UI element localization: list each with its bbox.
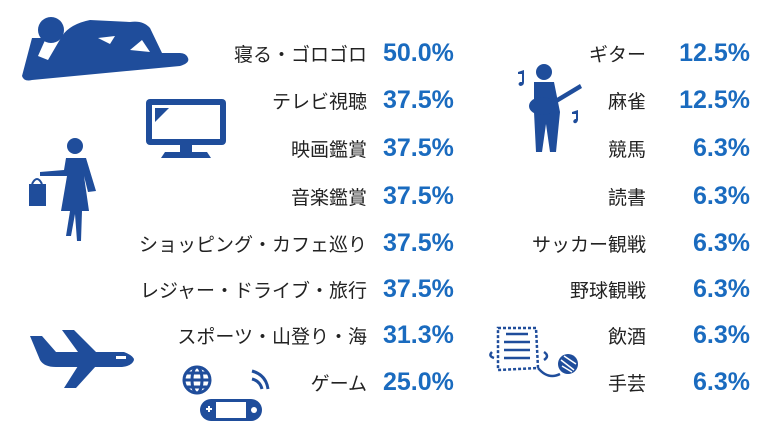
shopping-woman-icon <box>29 138 96 241</box>
item-label: 寝る・ゴロゴロ <box>233 43 367 66</box>
item-label: ギター <box>588 43 646 66</box>
list-item: 手芸 6.3% <box>0 362 768 402</box>
list-item: 映画鑑賞 37.5% <box>0 128 768 168</box>
item-label: 麻雀 <box>607 90 646 113</box>
item-label: ショッピング・カフェ巡り <box>138 233 367 256</box>
television-icon <box>146 99 226 158</box>
list-item: 寝る・ゴロゴロ 50.0% <box>0 33 768 73</box>
item-label: 読書 <box>607 186 646 209</box>
item-value: 50.0% <box>383 38 454 67</box>
item-value: 6.3% <box>693 181 750 210</box>
list-item: 読書 6.3% <box>0 176 768 216</box>
item-value: 37.5% <box>383 133 454 162</box>
item-value: 6.3% <box>693 320 750 349</box>
list-item: ショッピング・カフェ巡り 37.5% <box>0 223 768 263</box>
item-label: サッカー観戦 <box>531 233 646 256</box>
item-value: 6.3% <box>693 367 750 396</box>
item-value: 37.5% <box>383 274 454 303</box>
item-label: テレビ視聴 <box>271 90 367 113</box>
airplane-icon <box>30 330 134 388</box>
item-value: 6.3% <box>693 133 750 162</box>
item-value: 6.3% <box>693 274 750 303</box>
list-item: 競馬 6.3% <box>0 128 768 168</box>
item-value: 37.5% <box>383 85 454 114</box>
item-label: ゲーム <box>310 372 367 395</box>
item-value: 12.5% <box>679 85 750 114</box>
list-item: レジャー・ドライブ・旅行 37.5% <box>0 269 768 309</box>
list-item: テレビ視聴 37.5% <box>0 80 768 120</box>
item-value: 25.0% <box>383 367 454 396</box>
item-value: 12.5% <box>679 38 750 67</box>
item-label: 飲酒 <box>607 325 646 348</box>
item-label: スポーツ・山登り・海 <box>177 325 367 348</box>
item-label: 野球観戦 <box>569 279 646 302</box>
item-label: 手芸 <box>607 372 646 395</box>
item-value: 6.3% <box>693 228 750 257</box>
list-item: サッカー観戦 6.3% <box>0 223 768 263</box>
item-label: 映画鑑賞 <box>290 138 367 161</box>
item-label: 音楽鑑賞 <box>290 186 367 209</box>
list-item: ギター 12.5% <box>0 33 768 73</box>
list-item: 飲酒 6.3% <box>0 315 768 355</box>
item-label: レジャー・ドライブ・旅行 <box>139 279 367 302</box>
game-console-globe-icon <box>182 365 270 421</box>
list-item: 野球観戦 6.3% <box>0 269 768 309</box>
item-value: 37.5% <box>383 228 454 257</box>
list-item: 麻雀 12.5% <box>0 80 768 120</box>
item-label: 競馬 <box>607 138 646 161</box>
list-item: 音楽鑑賞 37.5% <box>0 176 768 216</box>
list-item: ゲーム 25.0% <box>0 362 768 402</box>
guitar-player-icon <box>518 64 582 152</box>
list-item: スポーツ・山登り・海 31.3% <box>0 315 768 355</box>
lying-person-icon <box>22 17 189 81</box>
knitting-icon <box>489 326 578 378</box>
item-value: 37.5% <box>383 181 454 210</box>
item-value: 31.3% <box>383 320 454 349</box>
